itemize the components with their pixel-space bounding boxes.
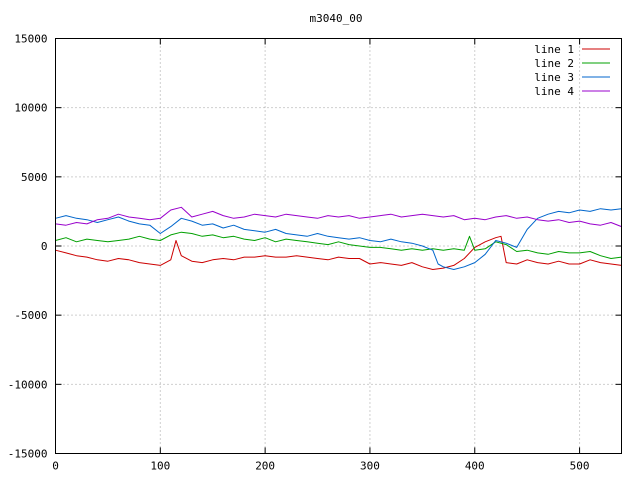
legend-label: line 4 (534, 85, 574, 98)
y-tick-label: 5000 (21, 171, 48, 184)
legend-label: line 2 (534, 57, 574, 70)
legend-label: line 3 (534, 71, 574, 84)
x-tick-label: 100 (150, 460, 170, 473)
series-lines (55, 206, 622, 270)
x-tick-label: 300 (360, 460, 380, 473)
x-tick-label: 0 (52, 460, 59, 473)
grid (55, 38, 622, 454)
x-axis-ticks: 0 100 200 300 400 500 (52, 38, 590, 473)
y-tick-label: -5000 (14, 309, 47, 322)
legend-label: line 1 (534, 43, 574, 56)
series-line-2 (55, 231, 622, 259)
y-tick-label: 10000 (14, 102, 47, 115)
chart-title: m3040_00 (310, 12, 363, 25)
y-tick-label: -10000 (8, 378, 48, 391)
y-tick-label: -15000 (8, 448, 48, 461)
x-tick-label: 400 (465, 460, 485, 473)
y-axis-ticks: -15000 -10000 -5000 0 5000 10000 15000 (8, 33, 622, 461)
x-tick-label: 500 (570, 460, 590, 473)
x-tick-label: 200 (255, 460, 275, 473)
y-tick-label: 15000 (14, 33, 47, 46)
series-line-1 (55, 235, 622, 270)
series-line-3 (55, 208, 622, 270)
series-line-4 (55, 206, 622, 228)
y-tick-label: 0 (41, 240, 48, 253)
